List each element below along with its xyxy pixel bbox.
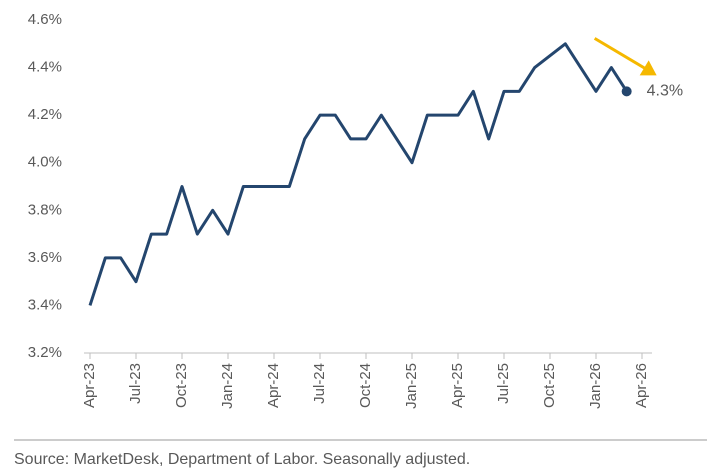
- x-tick-label: Jul-24: [311, 363, 328, 404]
- trend-arrowhead: [639, 60, 657, 76]
- x-tick-label: Jul-23: [127, 363, 144, 404]
- x-tick-label: Jan-25: [403, 363, 420, 409]
- y-tick-label: 4.4%: [28, 59, 62, 76]
- x-tick-label: Apr-23: [81, 363, 98, 408]
- x-tick-label: Apr-24: [265, 363, 282, 408]
- x-tick-label: Oct-25: [541, 363, 558, 408]
- y-tick-label: 4.6%: [28, 11, 62, 28]
- series-line: [88, 42, 628, 306]
- source: Source: MarketDesk, Department of Labor.…: [14, 451, 470, 468]
- y-tick-label: 4.0%: [28, 154, 62, 171]
- x-tick-label: Oct-24: [357, 363, 374, 408]
- y-tick-label: 3.2%: [28, 344, 62, 361]
- x-tick-label: Jul-25: [495, 363, 512, 404]
- x-tick-label: Apr-25: [449, 363, 466, 408]
- x-tick-label: Jan-26: [587, 363, 604, 409]
- x-tick-label: Apr-26: [633, 363, 650, 408]
- y-tick-label: 3.8%: [28, 201, 62, 218]
- y-tick-label: 3.6%: [28, 249, 62, 266]
- x-tick-label: Jan-24: [219, 363, 236, 409]
- last-point: [621, 86, 632, 97]
- y-tick-label: 4.2%: [28, 106, 62, 123]
- annotation-label: 4.3%: [647, 83, 683, 100]
- x-tick-label: Oct-23: [173, 363, 190, 408]
- y-tick-label: 3.4%: [28, 296, 62, 313]
- trend-arrow: [593, 37, 648, 71]
